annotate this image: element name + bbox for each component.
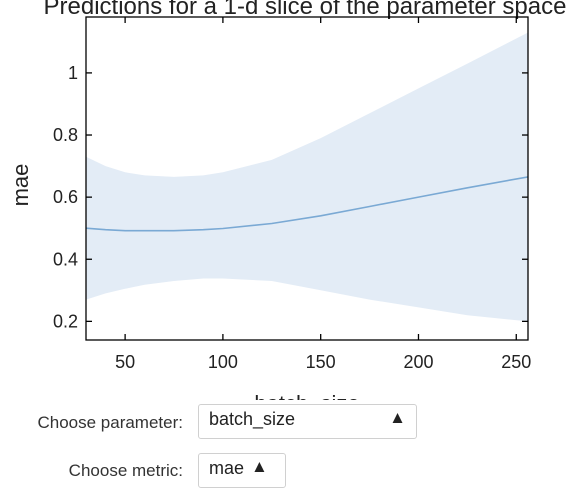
prediction-line: [86, 176, 528, 232]
x-tick-label: 100: [208, 352, 238, 372]
parameter-select-label: Choose parameter:: [37, 413, 183, 432]
x-axis-label: batch_size: [254, 391, 359, 400]
x-tick-label: 250: [501, 352, 531, 372]
y-tick-label: 0.8: [53, 125, 78, 145]
plot-frame: [85, 16, 529, 341]
y-tick-label: 0.4: [53, 249, 78, 269]
y-tick-label: 0.6: [53, 187, 78, 207]
metric-select[interactable]: mae ▲: [198, 453, 286, 488]
parameter-select-value: batch_size: [209, 409, 296, 429]
x-tick-label: 50: [115, 352, 135, 372]
parameter-select[interactable]: batch_size ▲: [198, 404, 417, 439]
metric-select-label: Choose metric:: [68, 461, 183, 480]
y-tick-label: 0.2: [53, 311, 78, 331]
chart-title: Predictions for a 1-d slice of the param…: [44, 0, 567, 20]
x-tick-label: 150: [306, 352, 336, 372]
parameter-select-arrow-icon: ▲: [389, 408, 406, 427]
x-tick-label: 200: [403, 352, 433, 372]
metric-select-arrow-icon: ▲: [251, 457, 268, 476]
y-axis-label: mae: [8, 164, 33, 207]
y-tick-label: 1: [68, 63, 78, 83]
chart: Predictions for a 1-d slice of the param…: [8, 0, 567, 400]
metric-select-value: mae: [209, 458, 245, 478]
confidence-band: [86, 32, 528, 322]
